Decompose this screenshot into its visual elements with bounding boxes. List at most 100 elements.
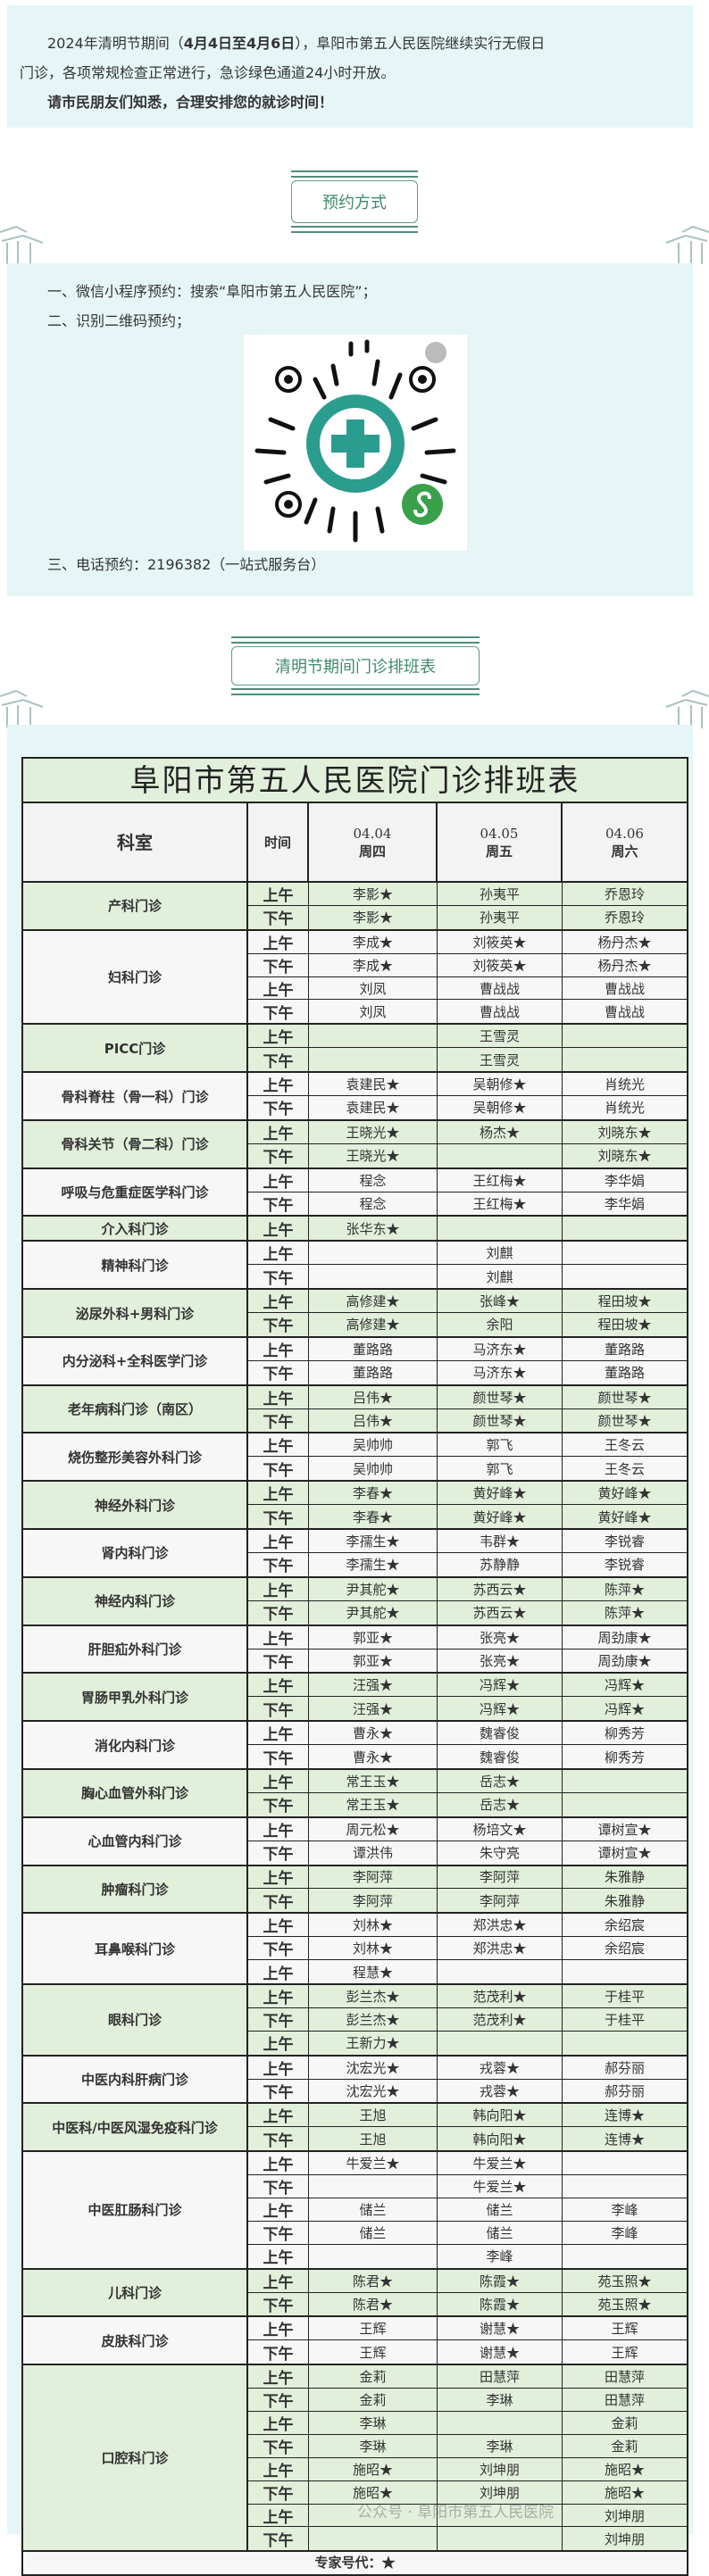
doctor-cell: 刘筱英★ (438, 953, 563, 976)
doctor-cell: 黄好峰★ (597, 1508, 652, 1525)
table-header: 科室 时间 04.04 周四 04.05 周五 04.06 周六 (23, 803, 687, 883)
time-slot-cell: 上午 (248, 1120, 309, 1143)
doctor-cell: 金莉 (309, 2389, 438, 2411)
time-slot-cell: 下午 (248, 1457, 309, 1481)
table-row: 上午 吕伟★ 颜世琴★ 颜世琴★ (248, 1385, 687, 1409)
doctor-cell: 李阿萍 (438, 1889, 563, 1913)
doctor-cell: 汪强★ (309, 1674, 438, 1697)
doctor-cell: 刘林★ (309, 1914, 438, 1937)
department-name: 骨科脊柱（骨一科）门诊 (23, 1073, 248, 1119)
doctor-cell: 程田坡★ (597, 1293, 652, 1310)
table-title: 阜阳市第五人民医院门诊排班表 (23, 759, 687, 803)
doctor-cell: 吕伟★ (309, 1385, 438, 1408)
doctor-cell: 王辉 (309, 2317, 438, 2340)
doctor-cell: 刘坤朋 (438, 2457, 563, 2480)
department-name: 消化内科门诊 (23, 1722, 248, 1768)
doctor-cell: 颜世琴★ (438, 1408, 563, 1433)
department-name: 肿瘤科门诊 (23, 1866, 248, 1913)
doctor-cell: 储兰 (438, 2198, 563, 2221)
doctor-cell (563, 2152, 687, 2174)
doctor-cell: 朱守亮 (438, 1841, 563, 1865)
doctor-cell: 李成★ (309, 930, 438, 953)
department-group: 胃肠甲乳外科门诊 上午 汪强★ 冯辉★ 冯辉★ 下午 汪强★ 冯辉★ 冯辉★ (23, 1674, 687, 1723)
table-row: 下午 刘林★ 郑洪忠★ 余绍宸 (248, 1937, 687, 1961)
doctor-cell (563, 1770, 687, 1792)
department-group: 耳鼻喉科门诊 上午 刘林★ 郑洪忠★ 余绍宸 下午 刘林★ 郑洪忠★ 余绍宸 上午 程慧★ (23, 1914, 687, 1985)
doctor-cell: 陈霞★ (438, 2269, 563, 2292)
doctor-cell: 常王玉★ (309, 1769, 438, 1792)
time-slot-cell: 上午 (248, 1242, 309, 1264)
doctor-cell: 李琳 (309, 2412, 438, 2434)
doctor-cell: 谢慧★ (438, 2340, 563, 2364)
doctor-cell: 尹其舵★ (309, 1577, 438, 1600)
qr-code-image[interactable] (244, 335, 467, 551)
time-slot-cell: 上午 (248, 2365, 309, 2388)
doctor-cell: 颜世琴★ (438, 1385, 563, 1408)
department-rows: 上午 王辉 谢慧★ 王辉 下午 王辉 谢慧★ 王辉 (248, 2317, 687, 2364)
doctor-cell: 余绍宸 (604, 1917, 645, 1934)
header-date: 04.04 (353, 825, 392, 842)
header-date: 04.05 (480, 825, 519, 842)
doctor-cell: 曹战战 (438, 1000, 563, 1024)
table-row: 上午 董路路 马济东★ 董路路 (248, 1337, 687, 1361)
doctor-cell: 张峰★ (438, 1290, 563, 1313)
doctor-cell: 肖统光 (604, 1076, 645, 1093)
intro-line-2: 门诊，各项常规检查正常进行，急诊绿色通道24小时开放。 (20, 64, 396, 81)
doctor-cell (563, 1242, 687, 1264)
doctor-cell: 余阳 (438, 1313, 563, 1336)
doctor-cell: 李春★ (309, 1505, 438, 1529)
doctor-cell: 吕伟★ (309, 1408, 438, 1433)
doctor-cell: 杨培文★ (438, 1817, 563, 1841)
doctor-cell: 王晓光★ (309, 1143, 438, 1168)
time-slot-cell: 下午 (248, 1265, 309, 1289)
doctor-cell: 王雪灵 (438, 1048, 563, 1072)
table-row: 上午 李阿萍 李阿萍 朱雅静 (248, 1866, 687, 1890)
doctor-cell: 袁建民★ (309, 1073, 438, 1096)
doctor-cell: 王红梅★ (438, 1192, 563, 1216)
doctor-cell: 陈霞★ (438, 2292, 563, 2316)
doctor-cell (438, 2412, 563, 2434)
doctor-cell: 王冬云 (604, 1460, 645, 1477)
doctor-cell: 李琳 (438, 2434, 563, 2457)
table-row: 上午 彭兰杰★ 范茂利★ 于桂平 (248, 1984, 687, 2008)
department-rows: 上午 李阿萍 李阿萍 朱雅静 下午 李阿萍 李阿萍 朱雅静 (248, 1866, 687, 1913)
table-row: 下午 郭亚★ 张亮★ 周劲康★ (248, 1649, 687, 1673)
department-rows: 上午 李成★ 刘筱英★ 杨丹杰★ 下午 李成★ 刘筱英★ 杨丹杰★ 上午 刘凤 曹战战 曹战战 下午 刘凤… (248, 930, 687, 1024)
doctor-cell: 董路路 (604, 1341, 645, 1358)
time-slot-cell: 上午 (248, 2056, 309, 2079)
doctor-cell: 李孺生★ (309, 1552, 438, 1576)
doctor-cell: 郭飞 (438, 1433, 563, 1457)
department-name: 神经外科门诊 (23, 1482, 248, 1529)
table-row: 下午 王旭 韩向阳★ 连博★ (248, 2127, 687, 2151)
doctor-cell: 刘林★ (309, 1937, 438, 1960)
department-group: 儿科门诊 上午 陈君★ 陈霞★ 苑玉照★ 下午 陈君★ 陈霞★ 苑玉照★ (23, 2269, 687, 2318)
table-row: 下午 程念 王红梅★ 李华娟 (248, 1192, 687, 1216)
header-day-1: 04.04 周四 (309, 803, 438, 881)
department-rows: 上午 刘麒 下午 刘麒 (248, 1242, 687, 1289)
doctor-cell: 魏睿俊 (438, 1722, 563, 1745)
doctor-cell: 施昭★ (604, 2484, 645, 2501)
doctor-cell: 李琳 (438, 2389, 563, 2411)
time-slot-cell: 上午 (248, 1625, 309, 1649)
department-name: 呼吸与危重症医学科门诊 (23, 1168, 248, 1216)
department-group: 肾内科门诊 上午 李孺生★ 韦群★ 李锐睿 下午 李孺生★ 苏静静 李锐睿 (23, 1530, 687, 1578)
header-weekday: 周四 (358, 843, 386, 860)
time-slot-cell: 下午 (248, 1143, 309, 1168)
department-rows: 上午 高修建★ 张峰★ 程田坡★ 下午 高修建★ 余阳 程田坡★ (248, 1290, 687, 1336)
doctor-cell: 朱雅静 (604, 1892, 645, 1909)
doctor-cell: 郑洪忠★ (438, 1914, 563, 1937)
doctor-cell: 刘坤朋 (604, 2530, 645, 2547)
doctor-cell (563, 2245, 687, 2268)
doctor-cell: 彭兰杰★ (309, 2007, 438, 2031)
doctor-cell: 戎蓉★ (438, 2079, 563, 2103)
header-day-2: 04.05 周五 (438, 803, 563, 881)
doctor-cell: 刘坤朋 (438, 2480, 563, 2504)
table-row: 上午 刘坤朋 (248, 2504, 687, 2528)
doctor-cell: 李阿萍 (309, 1889, 438, 1913)
doctor-cell: 王辉 (611, 2321, 638, 2338)
doctor-cell: 苏西云★ (438, 1577, 563, 1600)
doctor-cell: 黄好峰★ (438, 1505, 563, 1529)
time-slot-cell: 上午 (248, 1290, 309, 1312)
department-name: PICC门诊 (23, 1025, 248, 1072)
time-slot-cell: 下午 (248, 1313, 309, 1336)
